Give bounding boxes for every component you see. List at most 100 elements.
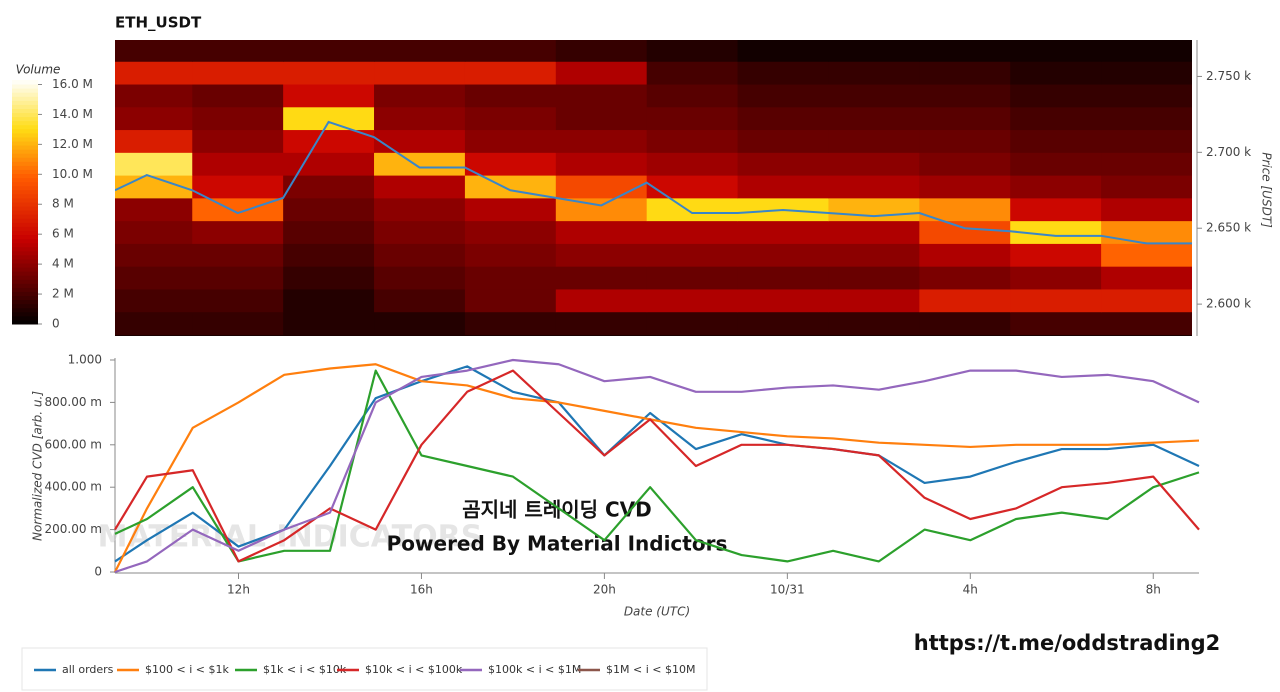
colorbar-segment [12,100,38,105]
heat-cell [283,311,375,335]
colorbar-segment [12,202,38,207]
heat-cell [1010,197,1102,222]
heat-cell [115,243,193,267]
heat-cell [919,61,1011,85]
colorbar-segment [12,116,38,122]
heat-cell [1101,288,1192,313]
heatmap [115,40,1192,335]
x-tick-label: 4h [963,583,978,597]
heat-cell [737,129,829,153]
heat-cell [464,152,557,176]
heat-cell [919,129,1011,153]
heat-cell [828,84,920,108]
colorbar-tick-label: 0 [52,317,60,331]
heat-cell [464,311,557,335]
heat-cell [828,266,920,290]
heat-cell [192,197,284,222]
series-line [114,369,1200,563]
heat-cell [646,40,739,62]
colorbar-segment [12,250,38,256]
colorbar-segment [12,230,38,236]
heat-cell [555,175,648,199]
heat-cell [374,288,466,313]
heat-cell [646,106,739,131]
heat-cell [374,197,466,222]
heat-cell [646,84,739,108]
colorbar-segment [12,120,38,126]
colorbar-segment [12,206,38,211]
colorbar-segment [12,132,38,138]
heat-cell [555,220,648,244]
heat-cell [919,84,1011,108]
colorbar-segment [12,238,38,244]
colorbar-segment [12,242,38,248]
colorbar-tick-label: 14.0 M [52,107,93,121]
heat-cell [1101,106,1192,131]
colorbar-tick-label: 4 M [52,257,74,271]
legend-label: $100 < i < $1k [145,663,229,676]
colorbar-tick-label: 2 M [52,287,74,301]
heat-cell [555,243,648,267]
x-axis-label: Date (UTC) [624,605,690,619]
heat-cell [115,288,193,313]
colorbar-segment [12,303,38,309]
heat-cell [192,220,284,244]
heat-cell [919,197,1011,222]
colorbar-segment [12,141,38,146]
heat-cell [919,220,1011,244]
heat-cell [737,311,829,335]
y-tick-label: 400.00 m [45,480,103,494]
x-tick-label: 12h [227,583,250,597]
colorbar-segment [12,299,38,305]
heat-cell [115,220,193,244]
heat-cell [283,197,375,222]
heat-cell [464,40,557,62]
colorbar-segment [12,181,38,187]
heat-cell [737,84,829,108]
colorbar-segment [12,295,38,301]
heat-cell [555,288,648,313]
colorbar-segment [12,319,38,325]
heat-cell [1010,129,1102,153]
heat-cell [828,288,920,313]
heat-cell [464,129,557,153]
chart-title: ETH_USDT [115,14,202,32]
y-tick-label: 2.650 k [1206,221,1251,235]
heat-cell [828,311,920,335]
heat-cell [374,152,466,176]
heat-cell [919,288,1011,313]
colorbar-segment [12,157,38,162]
colorbar-segment [12,258,38,264]
heat-cell [828,40,920,62]
heat-cell [919,152,1011,176]
heat-cell [192,243,284,267]
colorbar-segment [12,84,38,89]
colorbar-segment [12,246,38,252]
colorbar-label: Volume [16,63,61,77]
colorbar-segment [12,189,38,195]
heat-cell [828,61,920,85]
colorbar-segment [12,307,38,313]
heat-cell [555,197,648,222]
heat-cell [737,152,829,176]
heat-cell [115,106,193,131]
heat-cell [283,84,375,108]
heat-cell [646,61,739,85]
heat-cell [1010,243,1102,267]
colorbar-segment [12,136,38,142]
heat-cell [737,106,829,131]
heat-cell [555,61,648,85]
colorbar-segment [12,149,38,154]
heat-cell [555,152,648,176]
heat-cell [115,152,193,176]
colorbar-segment [12,169,38,175]
heat-cell [192,40,284,62]
heat-cell [464,243,557,267]
heat-cell [283,61,375,85]
heat-cell [374,40,466,62]
heat-cell [737,40,829,62]
colorbar-segment [12,291,38,297]
colorbar-segment [12,124,38,130]
heat-cell [464,175,557,199]
heat-cell [646,220,739,244]
